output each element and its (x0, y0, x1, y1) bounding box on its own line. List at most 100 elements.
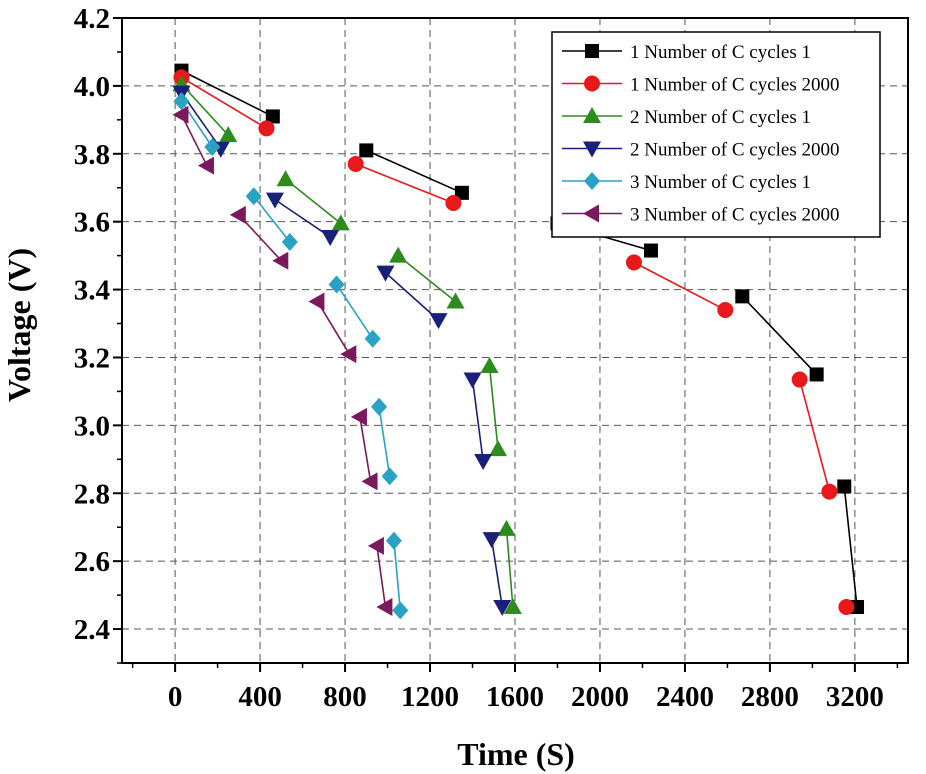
series-line (376, 545, 387, 608)
circle-marker (791, 371, 808, 388)
x-tick-label: 2000 (571, 681, 629, 713)
triangle-up-marker (480, 356, 499, 373)
triangle-up-marker (331, 214, 350, 231)
y-tick-label: 3.0 (74, 410, 110, 442)
y-tick-label: 3.8 (74, 139, 110, 171)
circle-marker (584, 75, 600, 92)
legend-label: 2 Number of C cycles 2000 (630, 140, 839, 161)
series-line (274, 198, 331, 238)
y-tick-label: 4.0 (74, 71, 110, 103)
y-tick-label: 3.6 (74, 207, 110, 239)
triangle-up-marker (583, 107, 601, 123)
triangle-left-marker (350, 407, 367, 426)
triangle-down-marker (482, 532, 501, 549)
x-tick-label: 0 (168, 681, 183, 713)
series-line (633, 261, 726, 311)
triangle-up-marker (503, 597, 522, 614)
diamond-marker (173, 92, 190, 111)
x-tick-labels: 0 400 800 1200 1600 2000 2400 2800 3200 (168, 681, 884, 713)
circle-marker (717, 301, 734, 318)
square-marker (585, 44, 599, 58)
diamond-marker (381, 467, 398, 486)
x-tick-label: 1600 (486, 681, 544, 713)
x-tick-label: 800 (323, 681, 367, 713)
x-tick-label: 2800 (741, 681, 799, 713)
circle-marker (347, 155, 364, 172)
circle-marker (258, 120, 275, 137)
series-line (316, 301, 350, 355)
series-line (384, 272, 440, 321)
x-tick-label: 1200 (401, 681, 459, 713)
series-line (393, 540, 402, 611)
series-line (378, 406, 391, 477)
series-line (359, 416, 372, 482)
series-line (253, 195, 291, 243)
square-marker (359, 143, 374, 158)
triangle-up-marker (489, 440, 508, 457)
y-tick-label: 4.2 (74, 3, 110, 35)
diamond-marker (328, 275, 345, 294)
series-layer (172, 63, 865, 620)
diamond-marker (584, 172, 600, 190)
diamond-marker (204, 138, 221, 156)
x-axis-title: Time (S) (457, 736, 575, 772)
triangle-left-marker (340, 345, 357, 364)
y-axis-title: Voltage (V) (1, 248, 37, 402)
y-tick-label: 2.8 (74, 478, 110, 510)
series-line (471, 379, 484, 462)
series-line (490, 538, 504, 608)
x-tick-label: 400 (238, 681, 282, 713)
series-line (843, 486, 858, 608)
y-tick-label: 2.4 (74, 614, 110, 646)
circle-marker (445, 195, 462, 212)
legend-label: 1 Number of C cycles 2000 (630, 75, 839, 96)
triangle-left-marker (272, 251, 289, 270)
triangle-left-marker (367, 536, 384, 555)
series-line (180, 114, 208, 167)
y-tick-labels: 2.4 2.6 2.8 3.0 3.2 3.4 3.6 3.8 4.0 4.2 (74, 3, 110, 646)
triangle-down-marker (429, 313, 448, 330)
y-tick-label: 3.4 (74, 275, 110, 307)
y-tick-label: 3.2 (74, 342, 110, 374)
triangle-up-marker (219, 126, 238, 143)
triangle-down-marker (474, 454, 493, 471)
triangle-left-marker (361, 472, 378, 491)
series-line (365, 149, 463, 194)
circle-marker (821, 483, 838, 500)
triangle-up-marker (497, 519, 516, 536)
series-2 (173, 69, 855, 615)
triangle-left-marker (197, 156, 214, 175)
triangle-down-marker (321, 229, 340, 246)
series-line (181, 76, 267, 130)
triangle-down-marker (265, 192, 284, 209)
triangle-up-marker (446, 292, 465, 309)
series-line (180, 83, 229, 136)
square-marker (265, 109, 280, 124)
legend-box (551, 31, 881, 238)
series-6 (172, 105, 393, 616)
triangle-up-marker (276, 170, 295, 187)
triangle-left-marker (583, 204, 599, 223)
legend-label: 2 Number of C cycles 1 (630, 107, 811, 128)
square-marker (735, 289, 750, 304)
triangle-left-marker (376, 597, 393, 616)
diamond-marker (385, 531, 402, 550)
x-tick-label: 2400 (656, 681, 714, 713)
circle-marker (838, 598, 855, 615)
diamond-marker (364, 329, 381, 348)
triangle-down-marker (583, 141, 601, 158)
series-5 (173, 92, 409, 620)
square-marker (643, 243, 658, 258)
triangle-up-marker (389, 246, 408, 263)
diamond-marker (245, 187, 262, 206)
series-line (181, 69, 274, 118)
triangle-down-marker (493, 599, 512, 616)
diamond-marker (281, 233, 298, 252)
legend-label: 3 Number of C cycles 2000 (630, 205, 839, 226)
legend-label: 1 Number of C cycles 1 (630, 42, 811, 63)
diamond-marker (392, 601, 409, 620)
series-line (397, 255, 457, 303)
square-marker (809, 367, 824, 382)
triangle-down-marker (463, 372, 482, 389)
